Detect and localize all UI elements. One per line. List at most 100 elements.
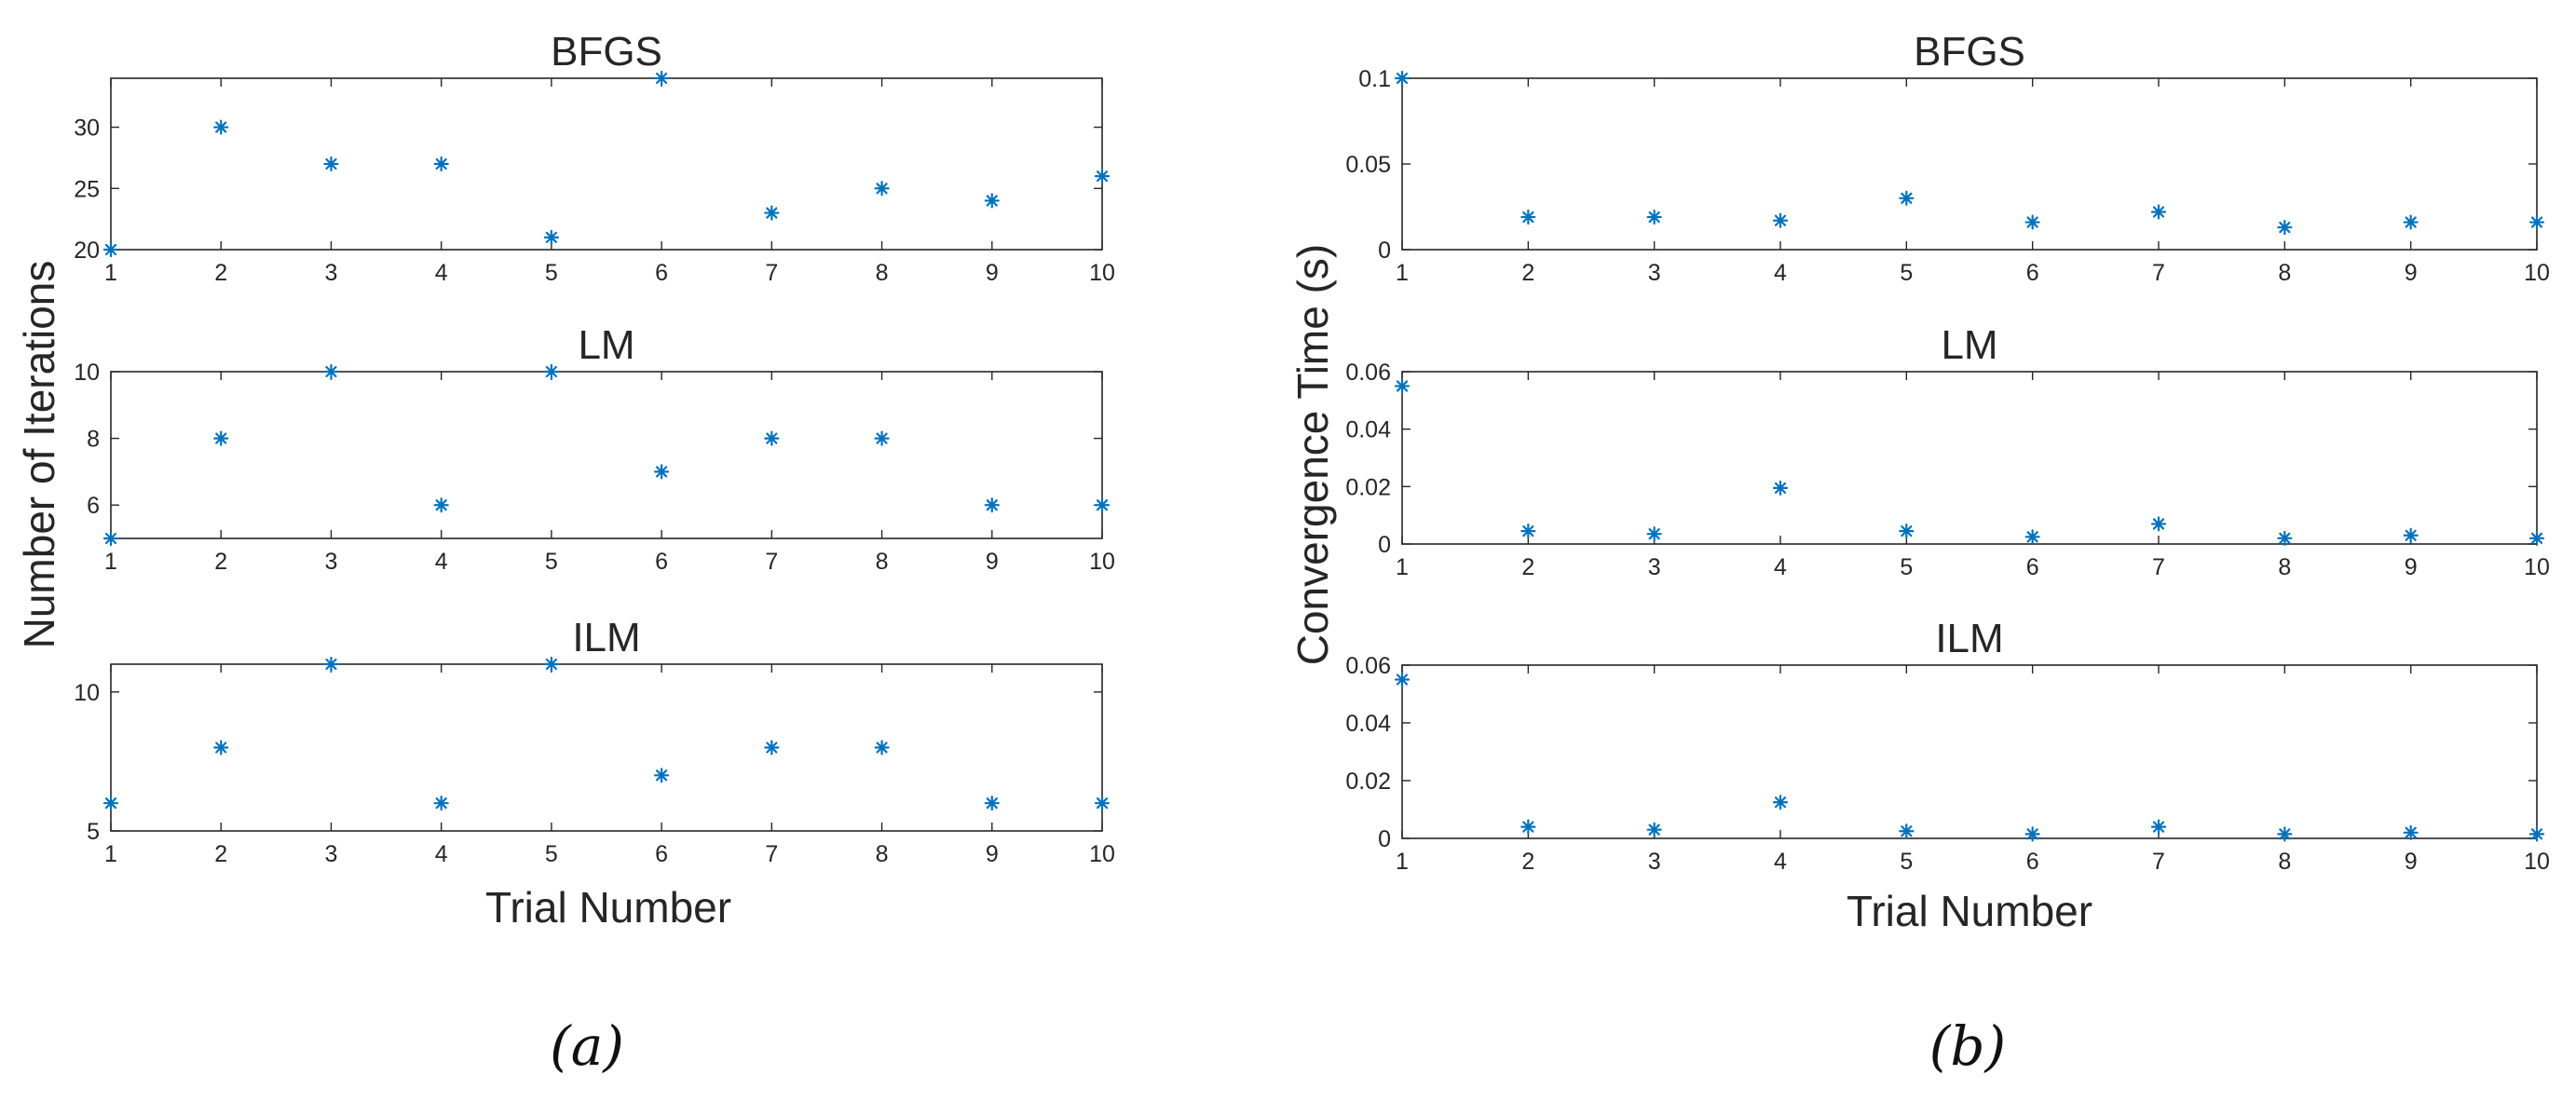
data-point xyxy=(2277,530,2293,546)
x-tick-label: 2 xyxy=(1521,554,1534,580)
x-tick-label: 6 xyxy=(655,260,668,286)
data-point xyxy=(1394,70,1411,87)
data-point xyxy=(984,497,1000,513)
data-point xyxy=(543,656,559,673)
x-tick-label: 8 xyxy=(2278,554,2291,580)
x-tick-label: 6 xyxy=(2026,849,2039,875)
data-point xyxy=(1094,497,1111,513)
panel-iter-bfgs: BFGS 1 2 3 4 5 6 7 8 9 10 20 25 30 xyxy=(74,29,1115,286)
data-point xyxy=(984,796,1000,811)
data-point xyxy=(433,497,449,513)
data-point xyxy=(1394,672,1411,687)
x-tick-label: 10 xyxy=(1089,260,1115,286)
x-tick-label: 4 xyxy=(435,260,448,286)
x-tick-label: 3 xyxy=(324,549,337,575)
data-point xyxy=(2024,529,2040,545)
x-tick-label: 2 xyxy=(214,260,227,286)
data-point xyxy=(1094,796,1111,811)
x-tick-label: 3 xyxy=(1648,849,1661,875)
axes-frame xyxy=(110,77,1103,251)
y-tick-label: 0.05 xyxy=(1345,152,1391,178)
data-point xyxy=(2403,824,2419,840)
x-tick-label: 3 xyxy=(1648,260,1661,286)
y-tick-label: 0 xyxy=(1378,532,1391,558)
data-point xyxy=(1646,209,1662,225)
caption-a: (a) xyxy=(550,1014,624,1078)
y-tick-label: 25 xyxy=(74,176,100,202)
data-point xyxy=(2150,819,2167,835)
xlabel-right: Trial Number xyxy=(1847,887,2092,935)
data-point xyxy=(2150,204,2167,220)
data-point xyxy=(323,156,339,172)
data-point xyxy=(1899,823,1915,839)
ylabel-iterations: Number of Iterations xyxy=(15,261,63,649)
panel-iter-lm: LM 1 2 3 4 5 6 7 8 9 10 6 8 10 xyxy=(74,322,1115,575)
xlabel-left: Trial Number xyxy=(485,883,731,932)
y-tick-label: 6 xyxy=(87,493,100,519)
x-tick-label: 2 xyxy=(214,841,227,867)
x-tick-label: 7 xyxy=(2152,849,2165,875)
x-tick-label: 5 xyxy=(1900,260,1913,286)
y-tick-label: 0.02 xyxy=(1345,769,1391,795)
x-tick-label: 2 xyxy=(1521,849,1534,875)
panel-time-lm: LM 1 2 3 4 5 6 7 8 9 10 0 0.02 0.04 0.06 xyxy=(1345,322,2550,580)
data-point xyxy=(874,740,890,755)
x-tick-label: 1 xyxy=(104,549,117,575)
data-point xyxy=(654,768,670,783)
x-tick-label: 4 xyxy=(1774,849,1787,875)
x-tick-label: 8 xyxy=(876,549,889,575)
data-point xyxy=(874,430,890,446)
axes-frame xyxy=(110,663,1103,832)
x-tick-label: 8 xyxy=(876,260,889,286)
x-tick-label: 3 xyxy=(324,260,337,286)
x-tick-label: 10 xyxy=(2524,260,2550,286)
data-point xyxy=(433,796,449,811)
axes-frame xyxy=(1401,371,2538,545)
y-tick-label: 30 xyxy=(74,116,100,142)
data-point xyxy=(2528,530,2545,546)
y-tick-label: 0.1 xyxy=(1358,66,1391,92)
data-point xyxy=(1899,524,1915,539)
data-point xyxy=(1520,209,1536,225)
x-tick-label: 6 xyxy=(2026,260,2039,286)
x-tick-label: 9 xyxy=(986,260,999,286)
x-tick-label: 5 xyxy=(1900,849,1913,875)
y-tick-label: 0 xyxy=(1378,826,1391,852)
data-point xyxy=(2528,214,2545,230)
x-tick-label: 5 xyxy=(1900,554,1913,580)
ylabel-convergence-time: Convergence Time (s) xyxy=(1288,244,1337,666)
data-point xyxy=(1094,169,1111,184)
x-tick-label: 7 xyxy=(765,841,778,867)
axes-frame xyxy=(1401,664,2538,839)
panel-title: LM xyxy=(1941,322,1997,368)
y-tick-label: 10 xyxy=(74,680,100,706)
data-point xyxy=(654,464,670,480)
x-tick-label: 7 xyxy=(2152,260,2165,286)
data-point xyxy=(213,430,229,446)
data-point xyxy=(1772,795,1789,810)
data-point xyxy=(323,656,339,673)
panel-title: BFGS xyxy=(1914,29,2025,75)
panel-title: LM xyxy=(578,322,634,368)
x-tick-label: 9 xyxy=(2405,260,2418,286)
x-tick-label: 2 xyxy=(1521,260,1534,286)
x-tick-label: 7 xyxy=(2152,554,2165,580)
x-tick-label: 10 xyxy=(1089,549,1115,575)
x-tick-label: 9 xyxy=(2405,554,2418,580)
panel-time-bfgs: BFGS 1 2 3 4 5 6 7 8 9 10 0 0.05 0.1 xyxy=(1345,29,2550,286)
x-tick-label: 1 xyxy=(1396,554,1409,580)
x-tick-label: 7 xyxy=(765,549,778,575)
panel-title: ILM xyxy=(572,615,640,660)
panel-title: BFGS xyxy=(551,29,662,75)
x-tick-label: 9 xyxy=(2405,849,2418,875)
data-point xyxy=(2024,214,2040,230)
data-point xyxy=(102,796,119,811)
data-point xyxy=(764,205,780,221)
x-tick-label: 4 xyxy=(435,549,448,575)
data-point xyxy=(2403,214,2419,230)
x-tick-label: 8 xyxy=(2278,849,2291,875)
x-tick-label: 5 xyxy=(545,260,558,286)
data-point xyxy=(433,156,449,172)
